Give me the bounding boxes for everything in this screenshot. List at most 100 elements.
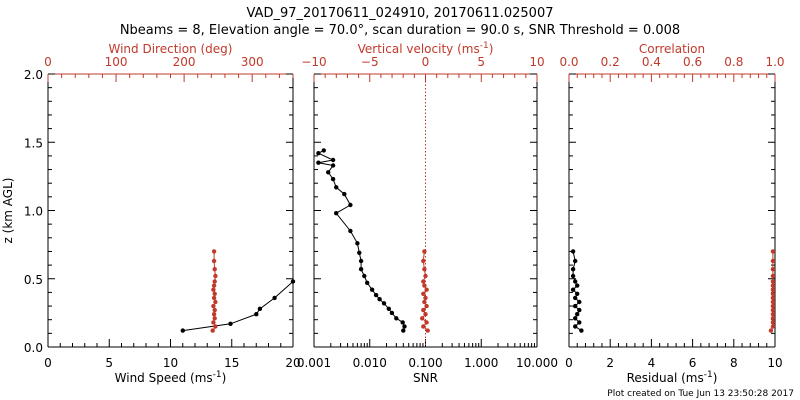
x-tick-label: 0.010 [353, 356, 387, 370]
data-point [577, 320, 582, 325]
data-point [422, 299, 427, 305]
data-point [342, 191, 347, 197]
bottom-axis-label: Wind Speed (ms-1) [115, 370, 227, 385]
x-tick-label: 5 [105, 356, 113, 370]
data-point [575, 291, 580, 296]
data-point [358, 258, 364, 264]
data-point [770, 295, 776, 301]
data-point [422, 249, 427, 254]
x-tick-label: 10.000 [516, 356, 558, 370]
data-point [321, 148, 326, 153]
top-axis-label: Wind Direction (deg) [109, 42, 233, 56]
x-tick-label: 15 [224, 356, 239, 370]
data-point [210, 328, 215, 333]
top-tick-label: −5 [361, 55, 379, 69]
top-tick-label: 0.8 [724, 55, 743, 69]
data-point [770, 307, 776, 313]
data-point [386, 306, 391, 311]
x-tick-label: 4 [648, 356, 656, 370]
top-tick-label: 0.6 [683, 55, 702, 69]
top-tick-label: 5 [477, 55, 485, 69]
data-point [272, 295, 277, 301]
figure-subtitle: Nbeams = 8, Elevation angle = 70.0°, sca… [120, 23, 680, 38]
data-point [211, 303, 216, 309]
data-point [577, 307, 582, 313]
data-point [422, 283, 427, 288]
data-point [211, 320, 216, 325]
data-point [228, 321, 233, 326]
data-point [381, 301, 387, 306]
panel-1: 0.0 0.5 1.0 1.5 2.0 z (km AGL) 0 5 10 15 20 Wind Sp… [1, 42, 301, 385]
data-point [212, 267, 217, 272]
series-line [317, 149, 406, 331]
data-point [570, 273, 576, 279]
x-tick-label: 2 [606, 356, 614, 370]
data-point [770, 303, 776, 309]
data-point [330, 163, 336, 168]
data-point [389, 310, 395, 316]
data-point [400, 320, 405, 325]
y-tick-label: 2.0 [24, 68, 43, 82]
data-point [211, 287, 216, 292]
data-point [570, 249, 576, 254]
data-point [570, 267, 576, 272]
x-tick-label: 0 [565, 356, 573, 370]
top-tick-label: 0 [44, 55, 52, 69]
top-tick-label: 100 [105, 55, 128, 69]
data-point [213, 299, 218, 305]
x-tick-label: 0 [44, 356, 52, 370]
top-tick-label: 300 [241, 55, 264, 69]
data-point [212, 279, 217, 284]
panel-2: 0.001 0.010 0.100 1.000 10.000 SNR −10 −5 0 5 10 Ve… [297, 41, 558, 385]
top-tick-label: −10 [301, 55, 326, 69]
data-point [357, 250, 362, 255]
top-axis-label: Vertical velocity (ms-1) [358, 41, 494, 56]
data-point [213, 324, 218, 329]
data-point [348, 202, 353, 208]
data-point [573, 295, 578, 301]
data-point [770, 291, 776, 296]
data-point [423, 312, 428, 317]
data-point [770, 273, 776, 279]
data-point [212, 307, 217, 313]
data-point [770, 258, 776, 264]
data-point [330, 157, 336, 163]
series-line [182, 281, 294, 332]
y-tick-label: 0.5 [24, 273, 43, 287]
figure-title: VAD_97_20170611_024910, 20170611.025007 [247, 6, 554, 21]
data-point [290, 279, 296, 284]
data-point [573, 303, 578, 309]
top-tick-label: 0.4 [642, 55, 661, 69]
y-tick-label: 0.0 [24, 341, 43, 355]
bottom-axis-label: SNR [413, 371, 438, 385]
data-point [573, 324, 578, 329]
data-point [211, 283, 217, 288]
data-point [326, 170, 331, 175]
data-point [180, 328, 185, 333]
data-point [377, 297, 382, 302]
x-tick-label: 20 [285, 356, 300, 370]
data-point [369, 287, 375, 292]
data-point [424, 287, 429, 292]
data-point [316, 160, 321, 165]
data-point [570, 287, 576, 292]
data-point [212, 291, 217, 296]
data-point [334, 185, 339, 190]
data-point [423, 295, 428, 301]
data-point [768, 328, 774, 333]
data-point [770, 316, 776, 321]
data-point [316, 151, 321, 156]
data-point [421, 258, 426, 264]
bottom-axis-label: Residual (ms-1) [627, 370, 718, 385]
x-tick-label: 0.001 [297, 356, 331, 370]
data-point [211, 312, 217, 317]
data-point [358, 267, 364, 272]
data-point [424, 320, 429, 325]
data-point [421, 279, 426, 284]
data-point [579, 328, 584, 333]
top-tick-label: 1.0 [765, 55, 784, 69]
data-point [425, 328, 430, 333]
y-axis-label: z (km AGL) [1, 178, 15, 244]
data-point [365, 280, 370, 285]
data-point [770, 287, 776, 292]
